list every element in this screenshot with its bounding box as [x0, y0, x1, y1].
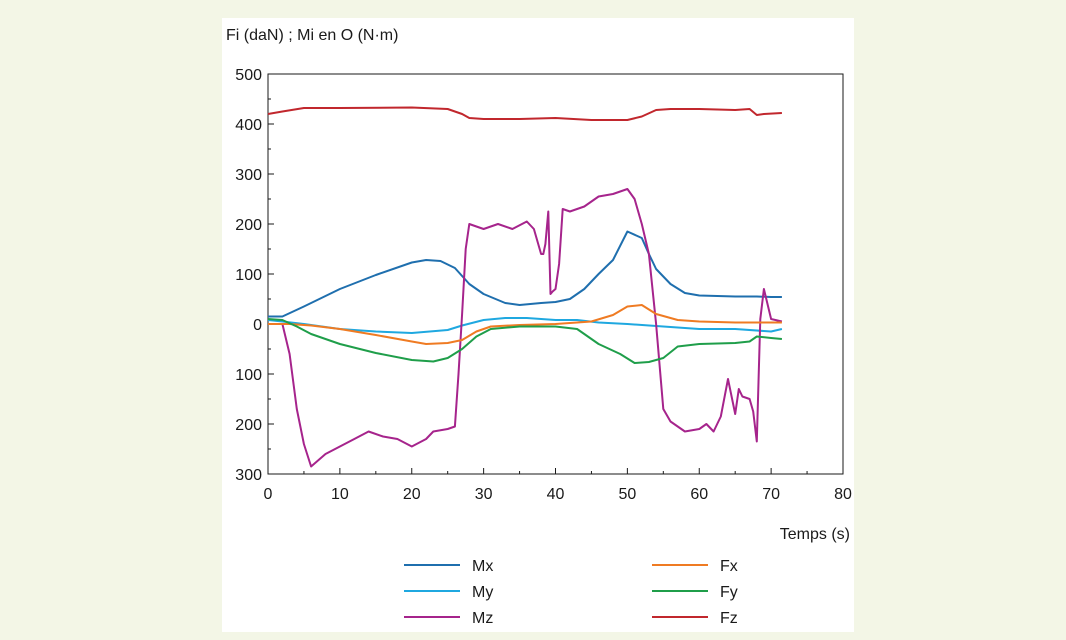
x-tick-label: 0: [264, 486, 273, 503]
legend: Mx My Mz Fx Fy Fz: [404, 558, 738, 627]
chart-figure: Fi (daN) ; Mi en O (N·m) Temps (s) 300 20…: [222, 18, 854, 632]
chart-svg: Fi (daN) ; Mi en O (N·m) Temps (s) 30020…: [226, 27, 852, 627]
legend-label-mx: Mx: [472, 558, 493, 575]
y-tick-label: 100: [235, 367, 262, 384]
x-tick-label: 80: [834, 486, 852, 503]
x-tick-label: 40: [547, 486, 565, 503]
y-tick-label: 500: [235, 67, 262, 84]
y-tick-label: 400: [235, 117, 262, 134]
legend-label-fy: Fy: [720, 584, 738, 601]
y-axis-title: Fi (daN) ; Mi en O (N·m): [226, 27, 398, 44]
y-tick-label: 200: [235, 417, 262, 434]
series-lines: [267, 106, 783, 468]
x-tick-label: 70: [762, 486, 780, 503]
x-tick-label: 30: [475, 486, 493, 503]
series-line-fy: [267, 318, 782, 364]
legend-label-fx: Fx: [720, 558, 738, 575]
x-tick-label: 60: [690, 486, 708, 503]
y-tick-label: 200: [235, 217, 262, 234]
y-tick-label: 100: [235, 267, 262, 284]
y-tick-label: 300: [235, 467, 262, 484]
x-tick-label: 20: [403, 486, 421, 503]
legend-label-fz: Fz: [720, 610, 738, 627]
series-line-fz: [267, 106, 782, 121]
y-tick-label: 0: [253, 317, 262, 334]
series-line-mz: [268, 188, 783, 468]
legend-label-my: My: [472, 584, 493, 601]
x-tick-label: 10: [331, 486, 349, 503]
series-line-fx: [268, 304, 782, 345]
y-tick-label: 300: [235, 167, 262, 184]
axis-ticks: 300 200 100 0 100 200 300 400 500 0 10 20 30 40 50 60 70…: [235, 67, 852, 503]
x-tick-label: 50: [618, 486, 636, 503]
legend-label-mz: Mz: [472, 610, 493, 627]
series-line-mx: [268, 230, 782, 318]
x-axis-title: Temps (s): [780, 526, 850, 543]
